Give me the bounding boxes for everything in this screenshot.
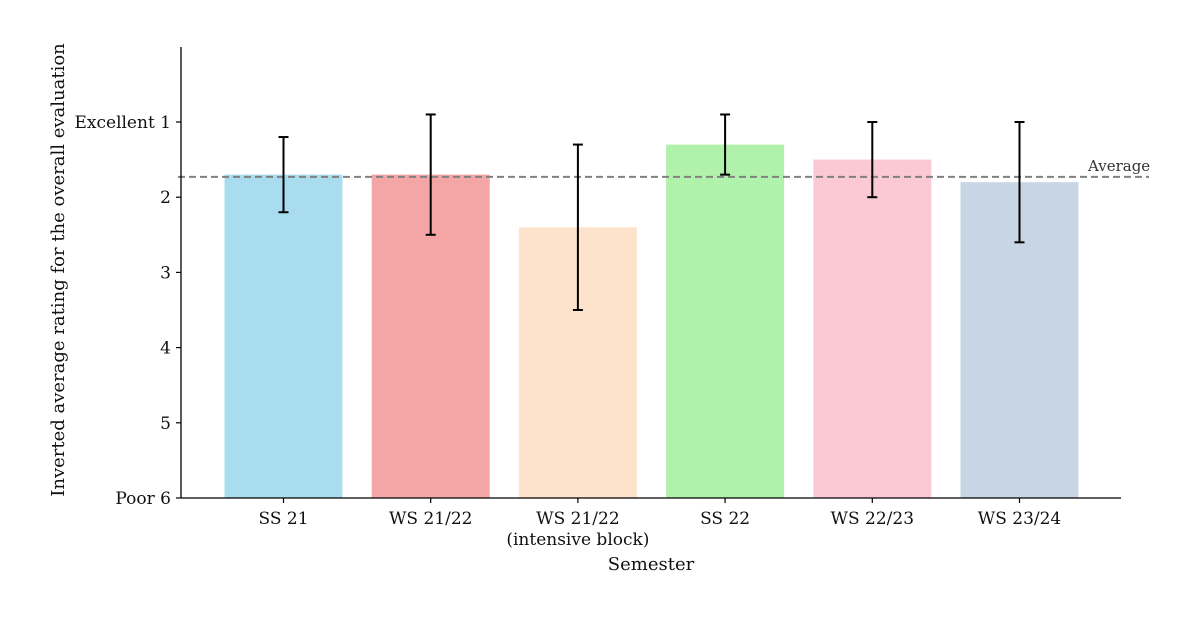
y-tick-label: 3 [160,263,171,283]
error-bar [278,136,289,214]
error-bar [867,121,878,199]
x-tick-label: WS 21/22 [389,509,473,529]
x-category-labels: SS 21 WS 21/22 WS 21/22 (intensive block) SS… [258,498,1061,550]
bar [813,159,932,498]
average-label: Average [1087,157,1150,175]
x-tick-label: WS 22/23 [831,509,915,529]
y-tick-label: 2 [160,188,171,208]
error-bar [720,113,731,176]
x-tick-label: WS 23/24 [978,509,1062,529]
bar [224,174,343,498]
y-tick-label: 5 [160,414,171,434]
y-tick-label: Poor 6 [115,489,171,509]
average-layer: Average [178,157,1150,178]
bars-layer [224,144,1079,499]
x-tick-label: WS 21/22 (intensive block) [506,509,649,550]
bar [666,144,785,498]
x-axis-title: Semester [608,554,695,575]
y-tick-label: 4 [160,339,171,359]
error-bars-layer [278,113,1025,311]
x-tick-label: SS 21 [258,509,308,529]
y-ticks-layer: Excellent 1 2 3 4 5 Poor 6 [74,113,181,509]
error-bar [425,113,436,236]
error-bar [1014,121,1025,244]
y-axis-title: Inverted average rating for the overall … [48,43,69,497]
error-bar [572,143,583,311]
y-tick-label: Excellent 1 [74,113,171,133]
x-tick-label: SS 22 [700,509,750,529]
